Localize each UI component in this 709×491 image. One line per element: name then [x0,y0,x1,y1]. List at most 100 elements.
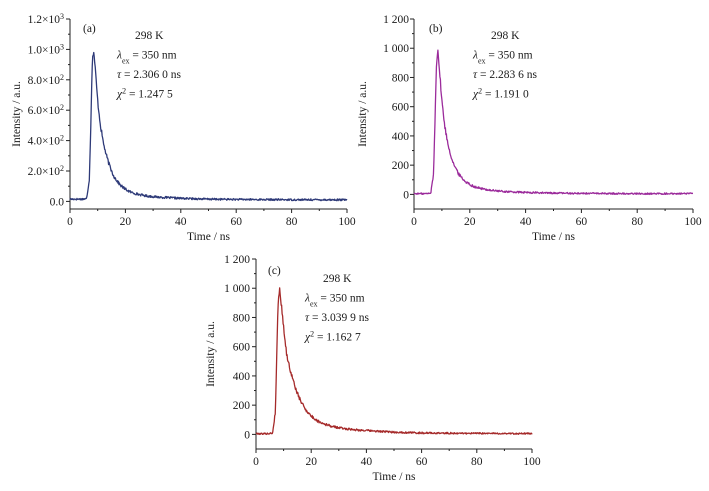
lambda-symbol: λ [304,293,310,305]
decay-curve-series-1 [413,49,694,196]
y-tick-label-mantissa: 2.0×10 [28,166,61,178]
tau-symbol: τ [473,69,478,81]
y-tick-label: 1 000 [224,283,250,295]
y-tick-label: 400 [233,371,251,383]
lambda-subscript: ex [122,56,130,65]
annotation-temperature: 298 K [323,273,352,285]
annotation-excitation: λex = 350 nm [472,50,533,66]
chi-value: = 1.247 5 [126,89,173,101]
tau-symbol: τ [117,69,122,81]
y-tick-label: 8.0×102 [28,72,64,87]
lambda-subscript: ex [478,56,486,65]
x-tick-label: 40 [175,216,187,228]
tau-value: = 2.306 0 ns [121,69,181,81]
lambda-value: = 350 nm [318,293,365,305]
y-tick-label: 1 200 [383,14,409,26]
x-tick-label: 40 [361,456,373,468]
chi-symbol: χ [304,332,311,344]
y-tick-label: 1 000 [383,43,409,55]
x-tick-label: 100 [684,216,702,228]
y-tick-label: 800 [392,72,410,84]
y-tick-label: 200 [233,400,251,412]
x-tick-label: 20 [305,456,317,468]
y-tick-label: 600 [233,342,251,354]
chi-symbol: χ [472,89,479,101]
x-tick-label: 100 [523,456,541,468]
y-axis-title: Intensity / a.u. [357,81,369,147]
y-tick-label: 1.2×103 [28,12,64,27]
x-tick-label: 60 [576,216,588,228]
x-axis-title: Time / ns [187,231,231,243]
y-tick-label: 400 [392,131,410,143]
lambda-value: = 350 nm [486,50,533,62]
panel-label: (a) [83,23,96,35]
annotation-lifetime: τ = 2.306 0 ns [117,69,181,81]
chi-superscript: 2 [310,329,314,338]
y-tick-label-mantissa: 1.0×10 [28,44,61,56]
tau-value: = 3.039 9 ns [309,312,369,324]
chi-value: = 1.191 0 [482,89,529,101]
annotation-lifetime: τ = 2.283 6 ns [473,69,537,81]
lambda-subscript: ex [310,299,318,308]
y-tick-label: 200 [392,160,410,172]
x-tick-label: 20 [120,216,132,228]
y-tick-label-exponent: 3 [60,12,64,21]
annotation-excitation: λex = 350 nm [304,293,365,309]
x-axis-title: Time / ns [372,471,416,483]
annotation-temperature: 298 K [491,30,520,42]
x-tick-label: 0 [253,456,259,468]
x-tick-label: 40 [520,216,532,228]
y-tick-label: 6.0×102 [28,103,64,118]
y-tick-label: 4.0×102 [28,133,64,148]
y-tick-label-mantissa: 0.0 [50,196,65,208]
panel-label: (b) [429,23,443,35]
chi-superscript: 2 [122,86,126,95]
decay-curve-series-1 [69,51,348,202]
x-tick-label: 100 [338,216,356,228]
tau-value: = 2.283 6 ns [477,69,537,81]
annotation-chi-squared: χ2 = 1.191 0 [472,86,529,101]
tau-symbol: τ [305,312,310,324]
y-tick-label-mantissa: 6.0×10 [28,105,61,117]
x-tick-label: 80 [471,456,483,468]
y-tick-label: 1.0×103 [28,42,64,57]
annotation-chi-squared: χ2 = 1.162 7 [304,329,361,344]
annotation-chi-squared: χ2 = 1.247 5 [116,86,173,101]
y-tick-label-exponent: 3 [60,42,64,51]
chi-value: = 1.162 7 [314,332,361,344]
x-tick-label: 80 [286,216,298,228]
y-tick-label-mantissa: 8.0×10 [28,75,61,87]
chi-superscript: 2 [478,86,482,95]
x-tick-label: 0 [411,216,417,228]
x-tick-label: 0 [67,216,73,228]
lambda-symbol: λ [472,50,478,62]
y-tick-label-exponent: 2 [60,72,64,81]
x-tick-label: 60 [230,216,242,228]
annotation-temperature: 298 K [135,30,164,42]
y-tick-label: 600 [392,102,410,114]
x-axis-title: Time / ns [532,231,576,243]
lambda-symbol: λ [116,50,122,62]
y-tick-label: 0 [244,429,250,441]
panel-label: (c) [268,265,281,277]
y-axis-title: Intensity / a.u. [205,321,217,387]
y-tick-label-mantissa: 1.2×10 [28,14,61,26]
decay-curve-series-1 [255,287,533,436]
annotation-excitation: λex = 350 nm [116,50,177,66]
y-tick-label: 0.0 [50,196,65,208]
x-tick-label: 20 [464,216,476,228]
chart-panel-1: 0 20 40 60 80 1000.02.0×1024.0×1026.0×1028.0×… [11,12,356,244]
y-tick-label: 1 200 [224,254,250,266]
y-tick-label-exponent: 2 [60,164,64,173]
chi-symbol: χ [116,89,123,101]
x-tick-label: 80 [631,216,643,228]
y-tick-label: 800 [233,312,251,324]
y-axis-title: Intensity / a.u. [11,81,23,147]
x-tick-label: 60 [416,456,428,468]
y-tick-label-exponent: 2 [60,103,64,112]
y-tick-label: 0 [403,189,409,201]
y-tick-label-exponent: 2 [60,133,64,142]
